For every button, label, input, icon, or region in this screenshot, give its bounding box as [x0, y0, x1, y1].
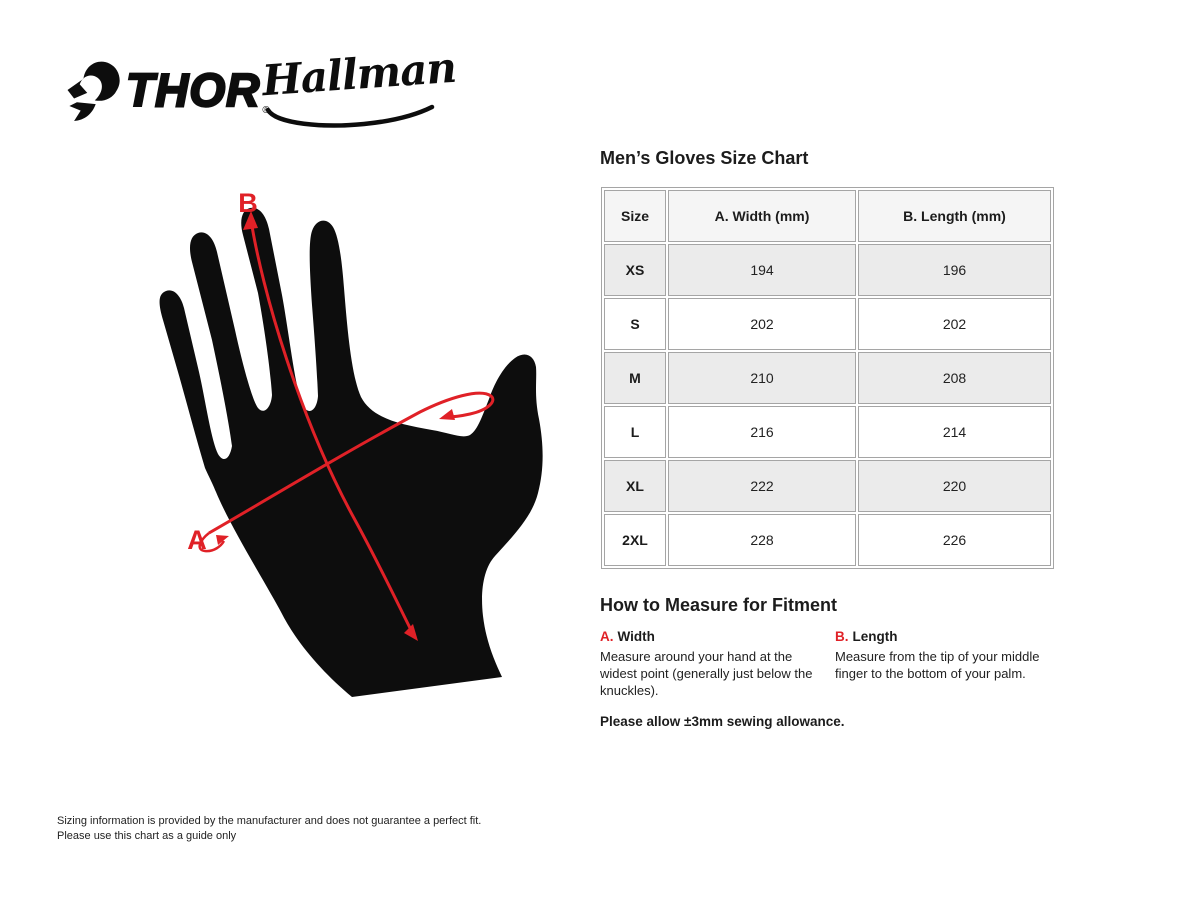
sewing-allowance-note: Please allow ±3mm sewing allowance.	[600, 714, 845, 729]
width-cell: 202	[668, 298, 856, 350]
table-row-xs: XS 194 196	[604, 244, 1051, 296]
width-cell: 210	[668, 352, 856, 404]
diagram-label-b: B	[238, 190, 258, 218]
width-measure-line	[208, 391, 495, 535]
width-cell: 222	[668, 460, 856, 512]
width-hook-line	[198, 532, 226, 553]
size-cell: L	[604, 406, 666, 458]
size-chart-table: Size A. Width (mm) B. Length (mm) XS 194…	[601, 187, 1054, 569]
length-cell: 220	[858, 460, 1051, 512]
size-cell: XS	[604, 244, 666, 296]
size-chart-title: Men’s Gloves Size Chart	[600, 148, 809, 168]
measure-name-length: Length	[852, 629, 898, 644]
thor-logo: THOR ®	[60, 54, 270, 126]
table-row-s: S 202 202	[604, 298, 1051, 350]
measure-item-length: B. Length Measure from the tip of your mi…	[835, 629, 1075, 682]
table-row-l: L 216 214	[604, 406, 1051, 458]
disclaimer-line-1: Sizing information is provided by the ma…	[57, 815, 482, 827]
measure-item-heading: B. Length	[835, 629, 1075, 644]
measure-desc-length: Measure from the tip of your middle fing…	[835, 649, 1040, 681]
length-measure-line	[249, 219, 415, 635]
thor-goat-icon	[67, 61, 120, 121]
width-arrowhead-loop-icon	[439, 409, 455, 420]
size-cell: S	[604, 298, 666, 350]
measure-prefix-b: B.	[835, 629, 849, 644]
hallman-swash-flourish	[265, 104, 435, 128]
length-arrowhead-bottom-icon	[404, 624, 418, 641]
measure-item-heading: A. Width	[600, 629, 832, 644]
length-cell: 202	[858, 298, 1051, 350]
thor-wordmark: THOR	[125, 64, 261, 116]
length-cell: 208	[858, 352, 1051, 404]
disclaimer: Sizing information is provided by the ma…	[57, 814, 481, 844]
width-cell: 216	[668, 406, 856, 458]
measure-item-width: A. Width Measure around your hand at the …	[600, 629, 832, 699]
hand-silhouette	[159, 207, 543, 697]
disclaimer-line-2: Please use this chart as a guide only	[57, 830, 237, 842]
table-header-row: Size A. Width (mm) B. Length (mm)	[604, 190, 1051, 242]
width-arrowhead-hook-icon	[216, 535, 229, 545]
hallman-logo: Hallman	[260, 43, 457, 128]
measure-prefix-a: A.	[600, 629, 614, 644]
measure-section-title: How to Measure for Fitment	[600, 595, 838, 615]
table-row-m: M 210 208	[604, 352, 1051, 404]
table-row-2xl: 2XL 228 226	[604, 514, 1051, 566]
length-cell: 214	[858, 406, 1051, 458]
size-cell: M	[604, 352, 666, 404]
length-cell: 196	[858, 244, 1051, 296]
length-arrowhead-top-icon	[243, 211, 258, 230]
size-cell: 2XL	[604, 514, 666, 566]
size-cell: XL	[604, 460, 666, 512]
table-row-xl: XL 222 220	[604, 460, 1051, 512]
width-cell: 194	[668, 244, 856, 296]
col-header-size: Size	[604, 190, 666, 242]
measure-name-width: Width	[617, 629, 655, 644]
hand-measurement-diagram: B A	[159, 190, 543, 697]
width-cell: 228	[668, 514, 856, 566]
measure-desc-width: Measure around your hand at the widest p…	[600, 649, 813, 698]
length-cell: 226	[858, 514, 1051, 566]
hallman-wordmark: Hallman	[260, 42, 458, 106]
col-header-length: B. Length (mm)	[858, 190, 1051, 242]
col-header-width: A. Width (mm)	[668, 190, 856, 242]
diagram-label-a: A	[187, 525, 207, 555]
